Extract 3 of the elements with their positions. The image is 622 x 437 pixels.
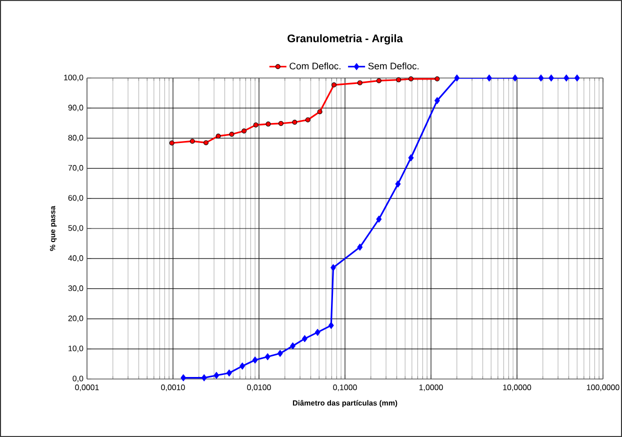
chart-title: Granulometria - Argila [288,34,403,45]
legend-label: Com Defloc. [290,62,340,70]
legend-label: Sem Defloc. [368,62,419,70]
